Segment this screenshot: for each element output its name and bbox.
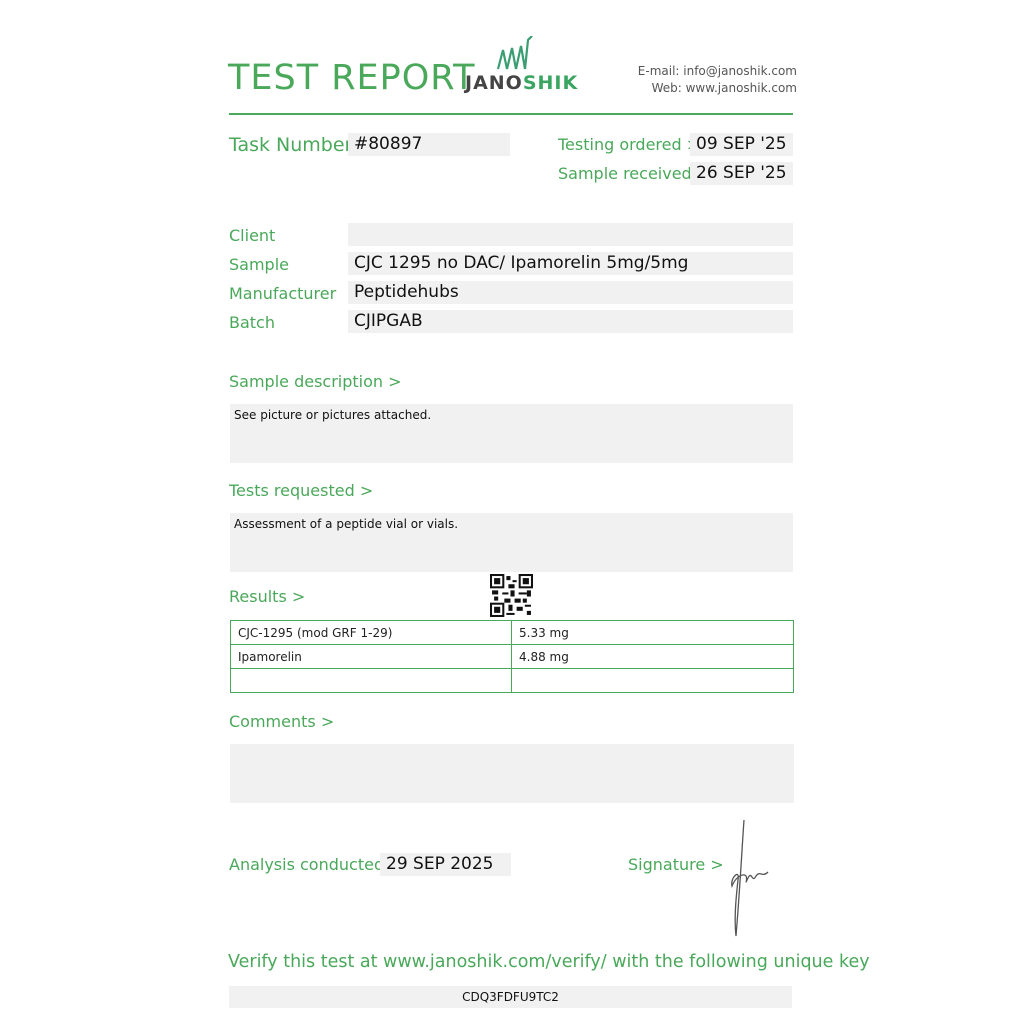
report-title: TEST REPORT <box>228 58 476 98</box>
comments-value <box>230 744 794 803</box>
client-label: Client <box>229 226 276 245</box>
client-value <box>348 223 793 246</box>
verify-text: Verify this test at www.janoshik.com/ver… <box>228 952 870 972</box>
manufacturer-label: Manufacturer <box>229 284 337 303</box>
task-number-value: #80897 <box>348 133 510 156</box>
result-amount: 4.88 mg <box>511 644 794 669</box>
logo-chart-icon <box>496 36 533 70</box>
contact-email: E-mail: info@janoshik.com <box>637 64 797 78</box>
table-row <box>230 668 794 693</box>
results-table: CJC-1295 (mod GRF 1-29) 5.33 mg Ipamoreli… <box>230 620 794 693</box>
testing-ordered-label: Testing ordered > <box>558 135 701 154</box>
manufacturer-value: Peptidehubs <box>348 281 793 304</box>
tests-requested-value: Assessment of a peptide vial or vials. <box>230 513 793 572</box>
sample-received-label: Sample received > <box>558 164 711 183</box>
tests-requested-label: Tests requested > <box>229 481 374 500</box>
analysis-conducted-label: Analysis conducted > <box>229 855 403 874</box>
qr-code-icon <box>490 574 533 617</box>
result-compound <box>230 668 512 693</box>
logo-text-green: SHIK <box>522 72 579 94</box>
batch-value: CJIPGAB <box>348 310 793 333</box>
table-row: CJC-1295 (mod GRF 1-29) 5.33 mg <box>230 620 794 645</box>
signature-image <box>731 819 769 937</box>
testing-ordered-value: 09 SEP '25 <box>690 133 793 156</box>
signature-label: Signature > <box>628 855 724 874</box>
result-amount: 5.33 mg <box>511 620 794 645</box>
sample-description-label: Sample description > <box>229 372 402 391</box>
results-label: Results > <box>229 587 306 606</box>
task-number-label: Task Number <box>229 134 353 156</box>
batch-label: Batch <box>229 313 275 332</box>
janoshik-logo: JANOSHIK <box>463 36 577 96</box>
contact-web: Web: www.janoshik.com <box>651 81 797 95</box>
sample-value: CJC 1295 no DAC/ Ipamorelin 5mg/5mg <box>348 252 793 275</box>
result-compound: Ipamorelin <box>230 644 512 669</box>
logo-text-dark: JANO <box>465 72 523 94</box>
verify-key: CDQ3FDFU9TC2 <box>229 986 792 1008</box>
table-row: Ipamorelin 4.88 mg <box>230 644 794 669</box>
comments-label: Comments > <box>229 712 335 731</box>
sample-received-value: 26 SEP '25 <box>690 162 793 185</box>
header-divider <box>229 113 793 115</box>
sample-description-value: See picture or pictures attached. <box>230 404 793 463</box>
sample-label: Sample <box>229 255 289 274</box>
result-compound: CJC-1295 (mod GRF 1-29) <box>230 620 512 645</box>
analysis-conducted-value: 29 SEP 2025 <box>380 853 511 876</box>
result-amount <box>511 668 794 693</box>
